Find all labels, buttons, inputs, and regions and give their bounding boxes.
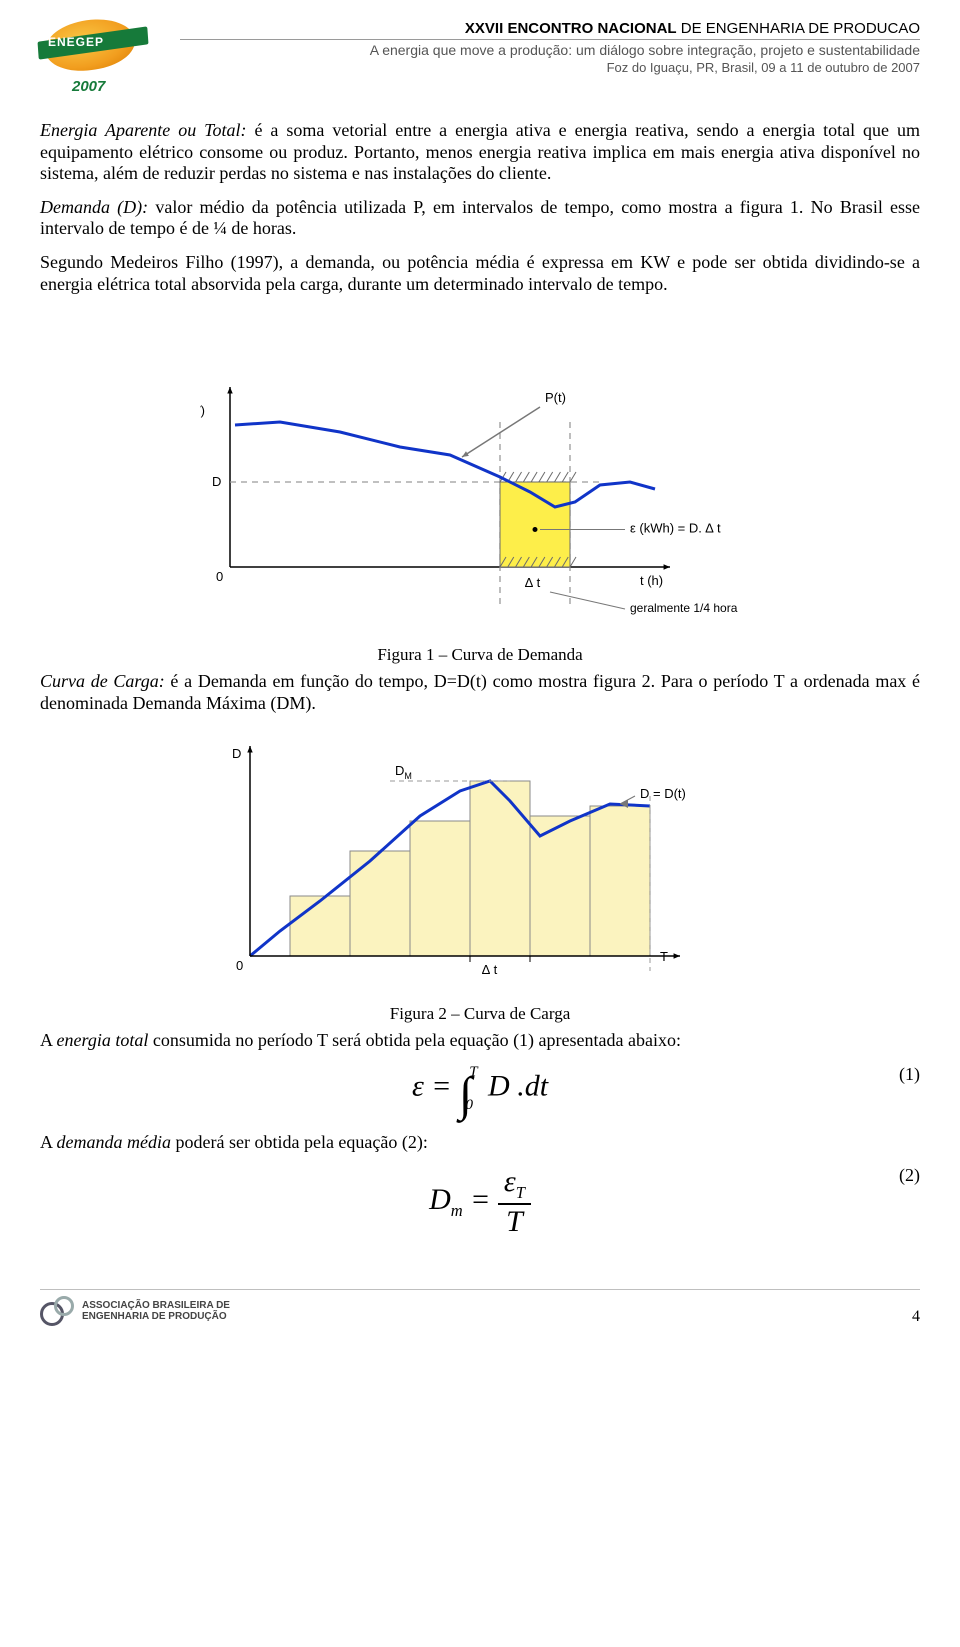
svg-text:D: D — [232, 746, 241, 761]
svg-text:P(t): P(t) — [545, 390, 566, 405]
eq1-body: D .dt — [488, 1069, 548, 1102]
svg-text:geralmente 1/4 hora: geralmente 1/4 hora — [630, 601, 738, 615]
svg-text:T: T — [660, 949, 668, 964]
footer-org-line2: ENGENHARIA DE PRODUÇÃO — [82, 1311, 230, 1322]
figure-1: P(kW) P(t) D 0 ∆ t t (h) ε (kWh) = D. ∆ … — [200, 307, 760, 637]
paragraph-energia-total: A energia total consumida no período T s… — [40, 1030, 920, 1052]
eq2-numerator-sub: T — [516, 1183, 525, 1202]
svg-text:0: 0 — [236, 958, 243, 973]
eq2-fraction: εT T — [498, 1165, 531, 1239]
eq1-equals: = — [431, 1069, 451, 1102]
figure-2: D DM D = D(t) 0 ∆ t T — [200, 726, 760, 996]
text-p6a: A — [40, 1132, 57, 1152]
equation-1: (1) ε = ∫T0 D .dt — [40, 1064, 920, 1122]
text-p5b: consumida no período T será obtida pela … — [148, 1030, 681, 1050]
svg-text:P(kW): P(kW) — [200, 403, 205, 418]
figure-2-caption: Figura 2 – Curva de Carga — [40, 1004, 920, 1024]
text-p6b: poderá ser obtida pela equação (2): — [171, 1132, 428, 1152]
text-p4: é a Demanda em função do tempo, D=D(t) c… — [40, 671, 920, 713]
page-number: 4 — [912, 1308, 920, 1326]
text-p2: valor médio da potência utilizada P, em … — [40, 197, 920, 239]
footer-logo: ASSOCIAÇÃO BRASILEIRA DE ENGENHARIA DE P… — [40, 1296, 230, 1326]
header-title: XXVII ENCONTRO NACIONAL DE ENGENHARIA DE… — [180, 20, 920, 37]
term-demanda-media: demanda média — [57, 1132, 171, 1152]
paragraph-energia-aparente: Energia Aparente ou Total: é a soma veto… — [40, 120, 920, 185]
header-title-rest: DE ENGENHARIA DE PRODUCAO — [677, 20, 920, 37]
eq2-sub-m: m — [451, 1201, 463, 1220]
logo-text: ENEGEP — [48, 35, 104, 49]
figure-1-caption: Figura 1 – Curva de Demanda — [40, 645, 920, 665]
header-text-block: XXVII ENCONTRO NACIONAL DE ENGENHARIA DE… — [180, 20, 920, 75]
logo-year: 2007 — [72, 78, 105, 95]
header-location: Foz do Iguaçu, PR, Brasil, 09 a 11 de ou… — [180, 60, 920, 75]
eq2-denominator: T — [498, 1205, 531, 1239]
term-demanda: Demanda (D): — [40, 197, 148, 217]
header-title-bold: XXVII ENCONTRO NACIONAL — [465, 20, 677, 37]
svg-text:DM: DM — [395, 763, 412, 781]
eq1-upper: T — [469, 1064, 477, 1080]
svg-text:∆ t: ∆ t — [525, 575, 541, 590]
page-footer: ASSOCIAÇÃO BRASILEIRA DE ENGENHARIA DE P… — [40, 1289, 920, 1326]
equation-2: (2) Dm = εT T — [40, 1165, 920, 1239]
paragraph-demanda: Demanda (D): valor médio da potência uti… — [40, 197, 920, 240]
term-energia-aparente: Energia Aparente ou Total: — [40, 120, 247, 140]
term-energia-total: energia total — [57, 1030, 149, 1050]
eq1-number: (1) — [899, 1064, 920, 1085]
enegep-logo: ENEGEP 2007 — [40, 20, 150, 90]
svg-text:ε (kWh) = D. ∆ t: ε (kWh) = D. ∆ t — [630, 521, 721, 536]
eq2-D: D — [429, 1183, 451, 1216]
eq1-lower: 0 — [466, 1097, 474, 1113]
text-p5a: A — [40, 1030, 57, 1050]
svg-text:D: D — [212, 474, 221, 489]
svg-text:D = D(t): D = D(t) — [640, 786, 686, 801]
eq2-equals: = — [470, 1183, 490, 1216]
paragraph-curva-carga: Curva de Carga: é a Demanda em função do… — [40, 671, 920, 714]
svg-text:0: 0 — [216, 569, 223, 584]
svg-text:t (h): t (h) — [640, 573, 663, 588]
footer-org-line1: ASSOCIAÇÃO BRASILEIRA DE — [82, 1300, 230, 1311]
page-header: ENEGEP 2007 XXVII ENCONTRO NACIONAL DE E… — [40, 20, 920, 90]
paragraph-medeiros: Segundo Medeiros Filho (1997), a demanda… — [40, 252, 920, 295]
paragraph-demanda-media: A demanda média poderá ser obtida pela e… — [40, 1132, 920, 1154]
svg-text:∆ t: ∆ t — [482, 962, 498, 977]
abepro-icon — [40, 1296, 74, 1326]
eq2-numerator-sym: ε — [504, 1165, 516, 1198]
header-subtitle: A energia que move a produção: um diálog… — [180, 42, 920, 58]
term-curva-carga: Curva de Carga: — [40, 671, 165, 691]
eq2-number: (2) — [899, 1165, 920, 1186]
eq1-lhs: ε — [412, 1069, 424, 1102]
